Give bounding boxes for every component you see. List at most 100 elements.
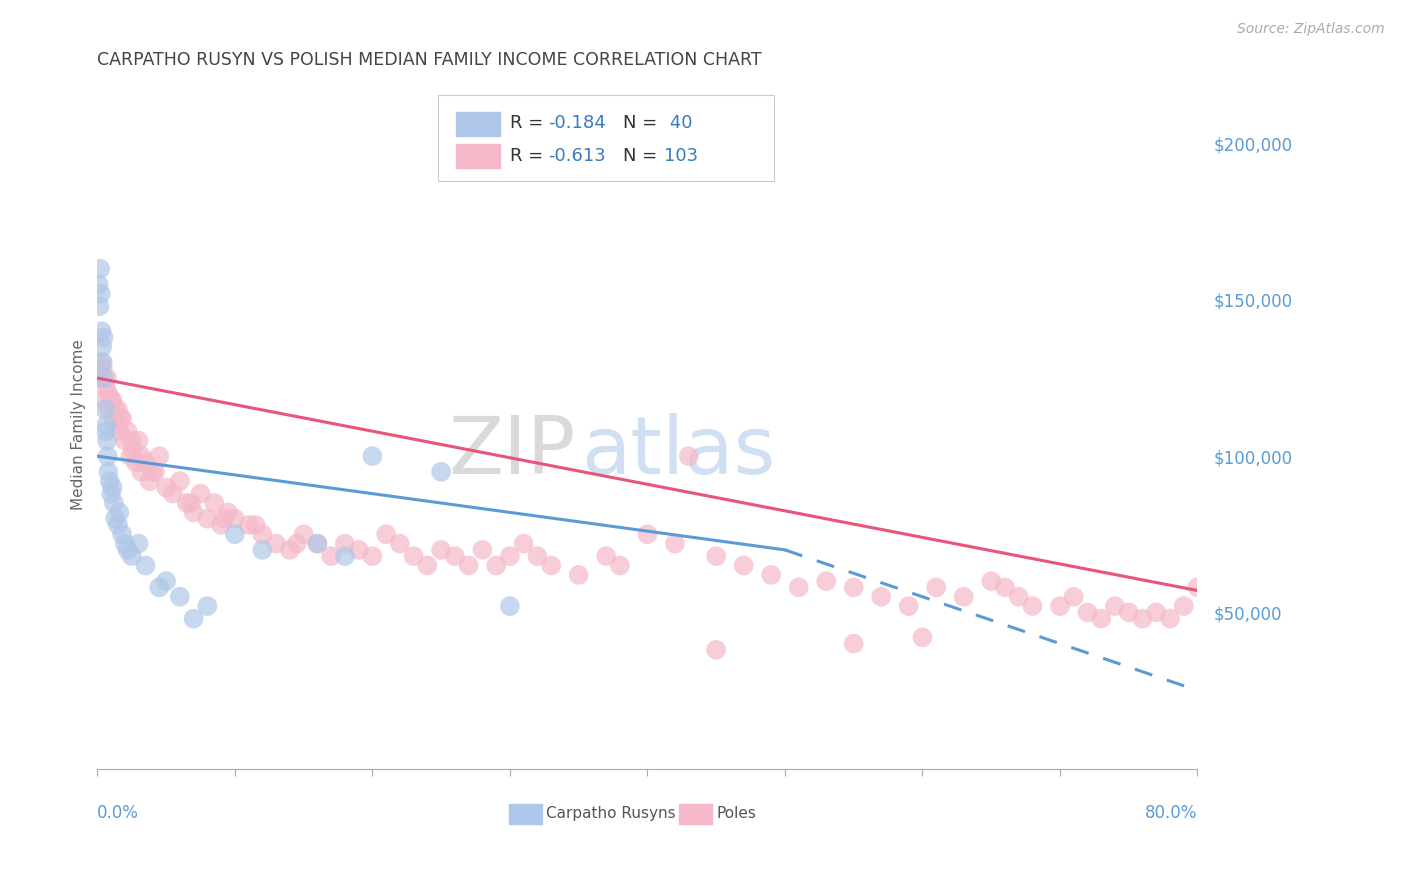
Point — [952, 590, 974, 604]
Text: 40: 40 — [664, 114, 692, 132]
Point — [169, 474, 191, 488]
Point — [125, 455, 148, 469]
Text: CARPATHO RUSYN VS POLISH MEDIAN FAMILY INCOME CORRELATION CHART: CARPATHO RUSYN VS POLISH MEDIAN FAMILY I… — [97, 51, 762, 69]
Point — [96, 417, 118, 432]
Point — [485, 558, 508, 573]
Point — [787, 580, 810, 594]
Text: 80.0%: 80.0% — [1144, 805, 1198, 822]
Point — [111, 527, 134, 541]
Point — [98, 402, 121, 417]
Point — [141, 465, 163, 479]
Point — [526, 549, 548, 563]
Point — [704, 643, 727, 657]
Point — [252, 527, 274, 541]
Point — [100, 486, 122, 500]
Text: R =: R = — [510, 146, 548, 164]
Point — [97, 386, 120, 401]
Point — [128, 434, 150, 448]
Point — [224, 527, 246, 541]
Point — [897, 599, 920, 613]
Point — [90, 286, 112, 301]
Point — [183, 611, 205, 625]
Point — [138, 474, 160, 488]
Point — [1049, 599, 1071, 613]
Point — [120, 449, 142, 463]
Point — [94, 380, 117, 394]
Point — [217, 505, 239, 519]
Point — [104, 511, 127, 525]
Point — [1118, 605, 1140, 619]
Point — [176, 496, 198, 510]
Point — [131, 465, 153, 479]
Point — [96, 434, 118, 448]
Y-axis label: Median Family Income: Median Family Income — [72, 340, 86, 510]
Point — [733, 558, 755, 573]
Point — [97, 465, 120, 479]
Point — [704, 549, 727, 563]
Point — [195, 511, 218, 525]
Point — [238, 517, 260, 532]
Point — [209, 517, 232, 532]
Point — [148, 580, 170, 594]
Point — [980, 574, 1002, 588]
Point — [278, 542, 301, 557]
Point — [264, 536, 287, 550]
Point — [499, 599, 522, 613]
Point — [162, 486, 184, 500]
Text: Carpatho Rusyns: Carpatho Rusyns — [546, 806, 676, 822]
Point — [212, 511, 235, 525]
Point — [457, 558, 479, 573]
Point — [101, 392, 124, 407]
FancyBboxPatch shape — [679, 805, 713, 823]
Point — [107, 517, 129, 532]
Point — [202, 496, 225, 510]
Point — [471, 542, 494, 557]
Point — [1132, 611, 1154, 625]
Point — [98, 474, 121, 488]
Point — [333, 549, 356, 563]
Point — [1076, 605, 1098, 619]
Point — [148, 449, 170, 463]
Point — [1173, 599, 1195, 613]
Point — [759, 567, 782, 582]
Point — [568, 567, 591, 582]
Point — [103, 411, 125, 425]
FancyBboxPatch shape — [456, 112, 501, 136]
Text: -0.184: -0.184 — [548, 114, 606, 132]
Text: R =: R = — [510, 114, 548, 132]
Point — [93, 392, 115, 407]
Point — [121, 434, 143, 448]
Point — [815, 574, 838, 588]
Point — [1144, 605, 1167, 619]
Point — [108, 424, 131, 438]
Point — [183, 505, 205, 519]
Point — [131, 449, 153, 463]
Point — [636, 527, 658, 541]
Point — [91, 355, 114, 369]
Point — [122, 442, 145, 457]
Point — [321, 549, 343, 563]
Text: N =: N = — [623, 114, 664, 132]
Point — [121, 549, 143, 563]
Point — [1090, 611, 1112, 625]
Point — [117, 424, 139, 438]
Point — [107, 402, 129, 417]
Point — [609, 558, 631, 573]
FancyBboxPatch shape — [509, 805, 541, 823]
Point — [101, 480, 124, 494]
Point — [96, 371, 118, 385]
Point — [285, 536, 308, 550]
Text: atlas: atlas — [582, 413, 776, 491]
Point — [1063, 590, 1085, 604]
Point — [90, 355, 112, 369]
Point — [94, 402, 117, 417]
Point — [91, 340, 114, 354]
Point — [361, 549, 384, 563]
Point — [540, 558, 562, 573]
Point — [361, 449, 384, 463]
Point — [664, 536, 686, 550]
Point — [195, 599, 218, 613]
Point — [97, 449, 120, 463]
Point — [402, 549, 425, 563]
Point — [89, 299, 111, 313]
